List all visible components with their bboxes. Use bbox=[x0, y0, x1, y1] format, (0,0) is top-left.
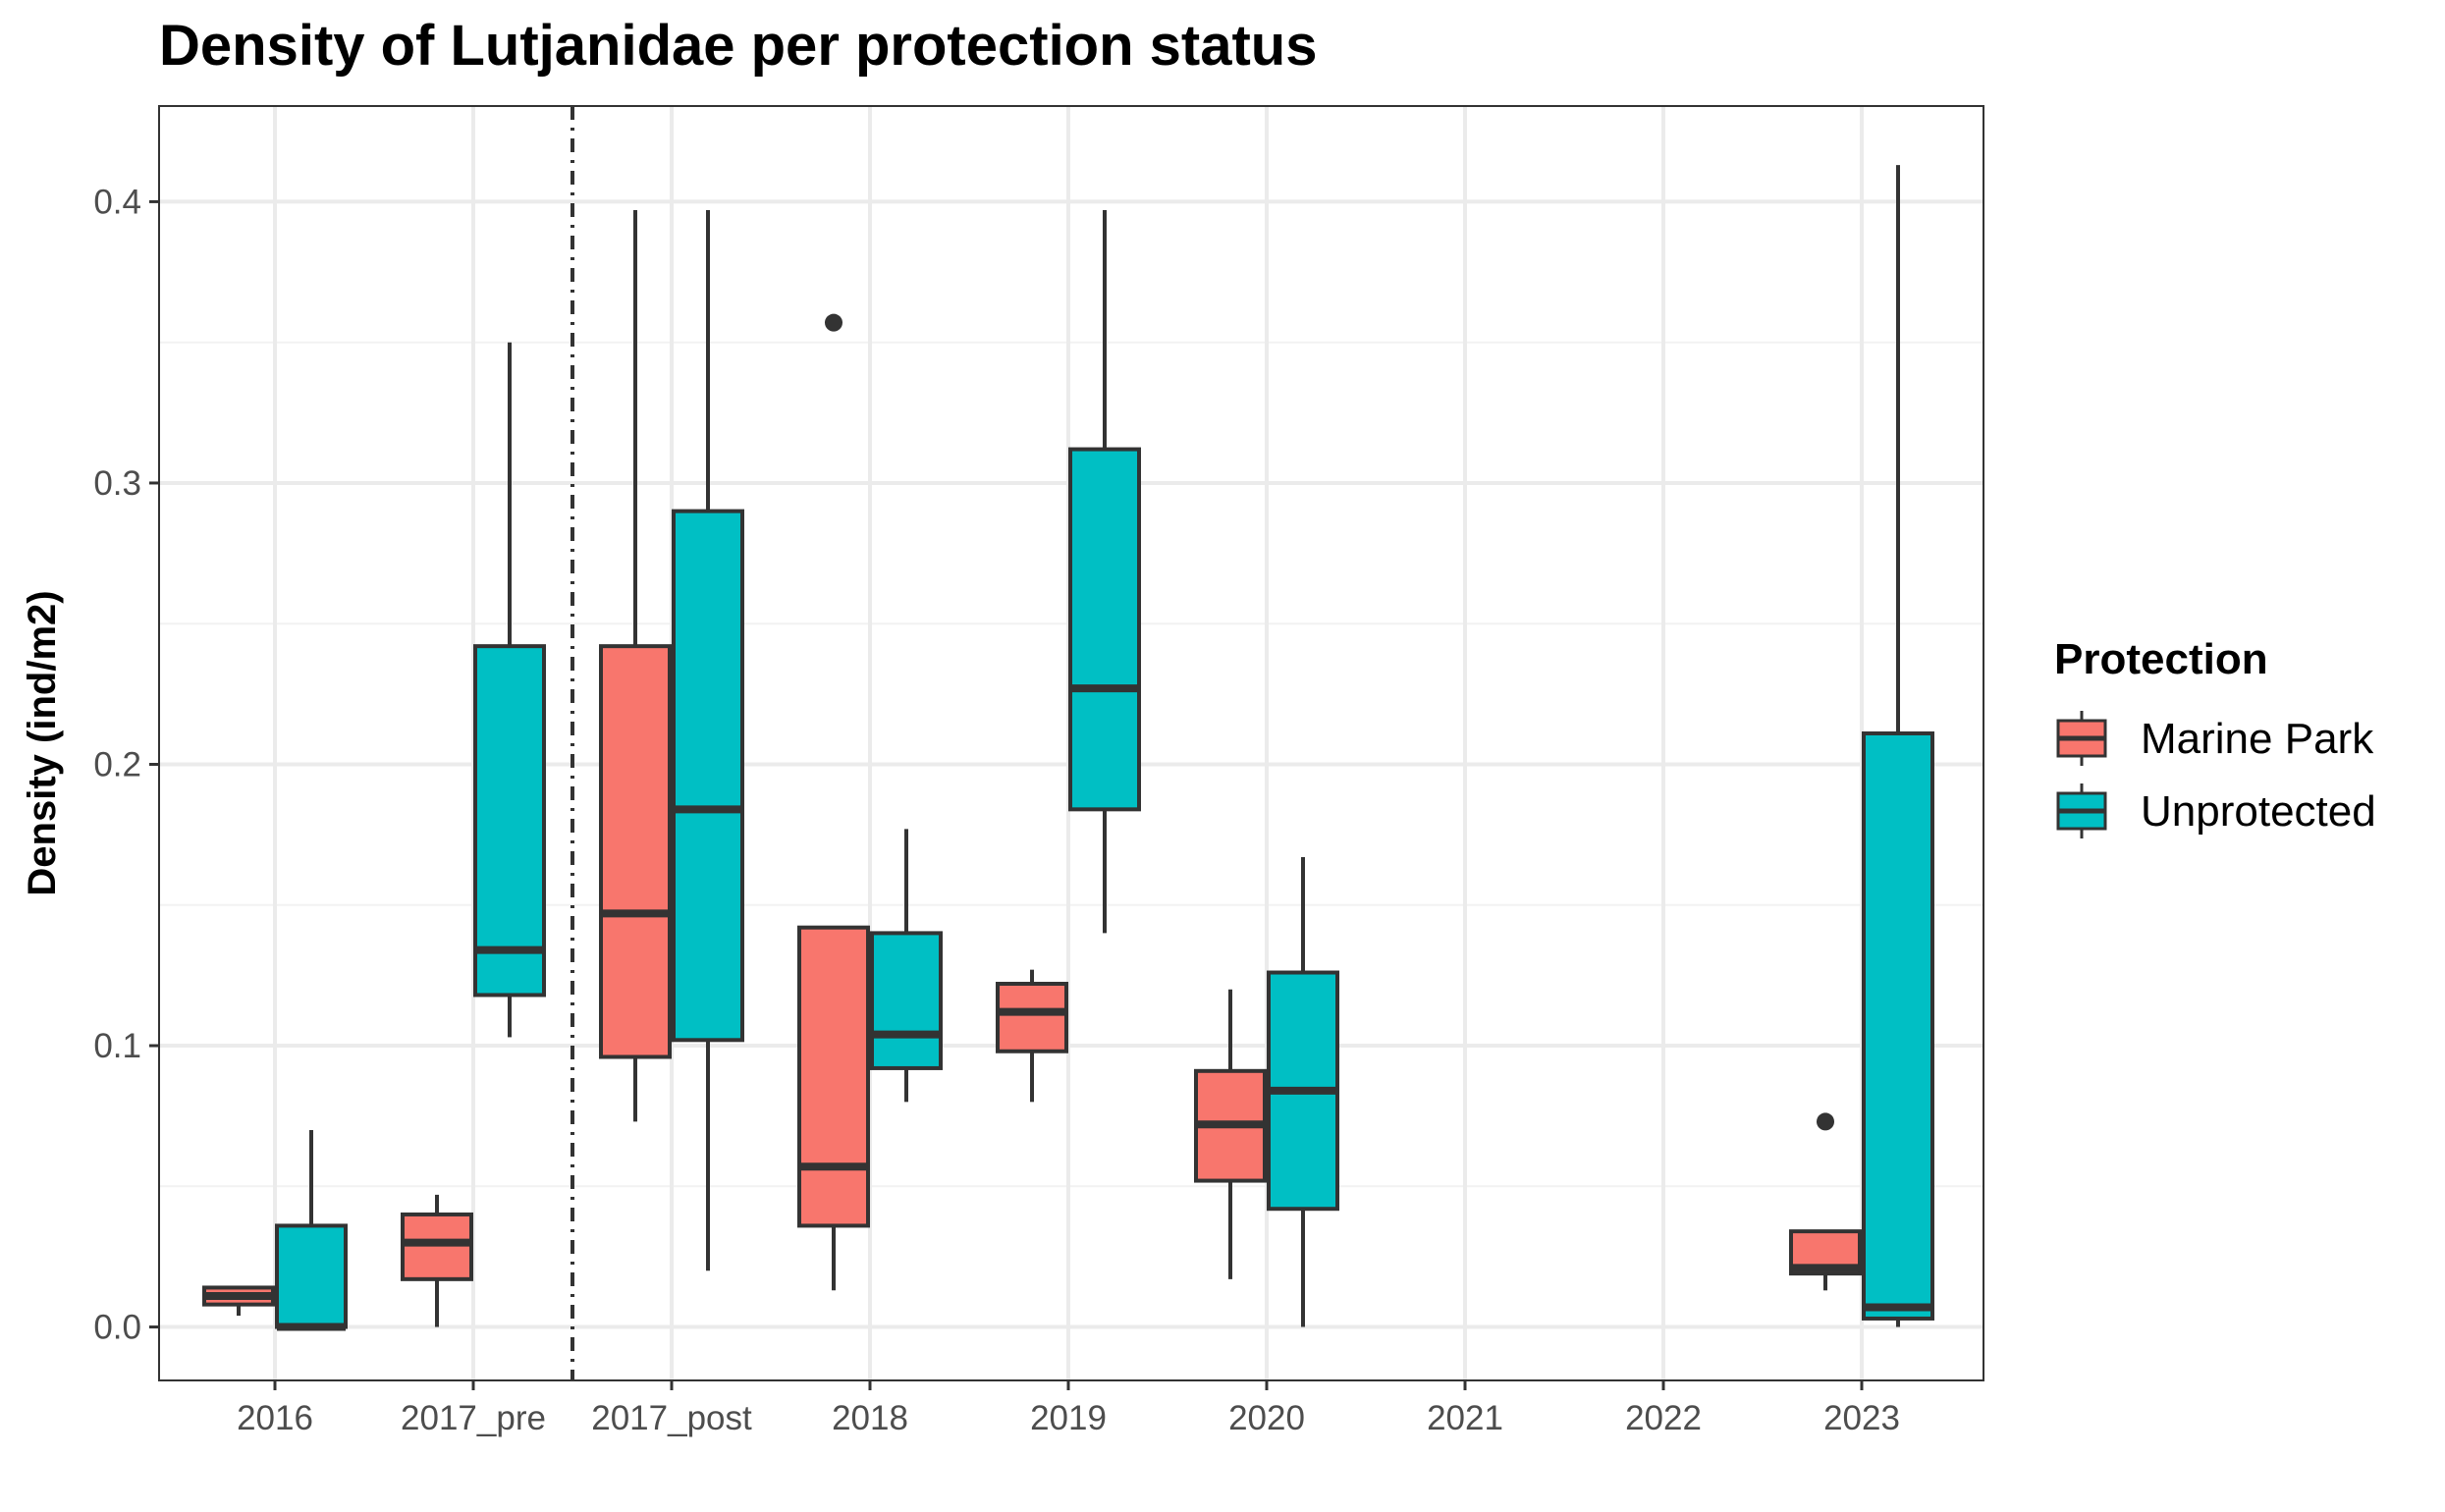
box-marine-park-2017_pre bbox=[401, 1194, 473, 1327]
box-body bbox=[870, 931, 943, 1070]
box-body bbox=[275, 1223, 348, 1329]
x-tick-label: 2018 bbox=[832, 1399, 908, 1437]
x-tick-label: 2019 bbox=[1030, 1399, 1107, 1437]
y-tick-label: 0.1 bbox=[93, 1027, 141, 1065]
legend-key-unprotected bbox=[2056, 783, 2107, 838]
box-marine-park-2019 bbox=[996, 969, 1068, 1103]
box-unprotected-2018 bbox=[870, 829, 943, 1103]
legend-label: Unprotected bbox=[2141, 787, 2376, 836]
chart-title: Density of Lutjanidae per protection sta… bbox=[159, 14, 1317, 78]
box-marine-park-2018 bbox=[797, 313, 870, 1291]
outlier-point bbox=[1817, 1112, 1834, 1131]
legend-label: Marine Park bbox=[2141, 715, 2374, 763]
box-body bbox=[1068, 447, 1141, 812]
x-tick-label: 2017_pre bbox=[401, 1399, 546, 1437]
axes: 0.0 0.1 0.2 0.3 0.4 2016 2017_pre 2017_post 2018… bbox=[93, 183, 1900, 1437]
outlier-point bbox=[825, 313, 842, 332]
y-tick-label: 0.4 bbox=[93, 183, 141, 221]
box-unprotected-2016 bbox=[275, 1129, 348, 1331]
legend-title: Protection bbox=[2054, 635, 2268, 683]
box-body bbox=[672, 509, 744, 1043]
box-body bbox=[1862, 730, 1934, 1321]
x-tick-label: 2022 bbox=[1625, 1399, 1702, 1437]
box-unprotected-2019 bbox=[1068, 210, 1141, 934]
box-marine-park-2023 bbox=[1789, 1112, 1862, 1291]
grid-lines bbox=[159, 106, 1983, 1380]
box-body bbox=[996, 981, 1068, 1053]
x-tick-label: 2016 bbox=[237, 1399, 313, 1437]
x-tick-label: 2017_post bbox=[591, 1399, 752, 1437]
legend: Protection Marine Park Unprotected bbox=[2054, 635, 2376, 838]
box-marine-park-2016 bbox=[202, 1285, 275, 1317]
plot-panel-border bbox=[158, 105, 1984, 1381]
box-marine-park-2020 bbox=[1194, 989, 1267, 1279]
box-unprotected-2017_pre bbox=[473, 342, 546, 1038]
box-plot-boxes bbox=[202, 165, 1934, 1331]
y-tick-label: 0.0 bbox=[93, 1309, 141, 1347]
y-tick-label: 0.2 bbox=[93, 745, 141, 783]
box-body bbox=[599, 644, 672, 1059]
box-unprotected-2017_post bbox=[672, 210, 744, 1271]
x-tick-label: 2023 bbox=[1823, 1399, 1900, 1437]
y-axis-title: Density (ind/m2) bbox=[21, 590, 64, 895]
box-body bbox=[473, 644, 546, 998]
box-unprotected-2023 bbox=[1862, 165, 1934, 1327]
x-tick-label: 2021 bbox=[1427, 1399, 1503, 1437]
box-unprotected-2020 bbox=[1267, 857, 1339, 1327]
box-marine-park-2017_post bbox=[599, 210, 672, 1122]
y-tick-label: 0.3 bbox=[93, 464, 141, 503]
legend-key-marine-park bbox=[2056, 711, 2107, 766]
x-tick-label: 2020 bbox=[1228, 1399, 1305, 1437]
box-body bbox=[797, 925, 870, 1228]
box-body bbox=[401, 1212, 473, 1281]
